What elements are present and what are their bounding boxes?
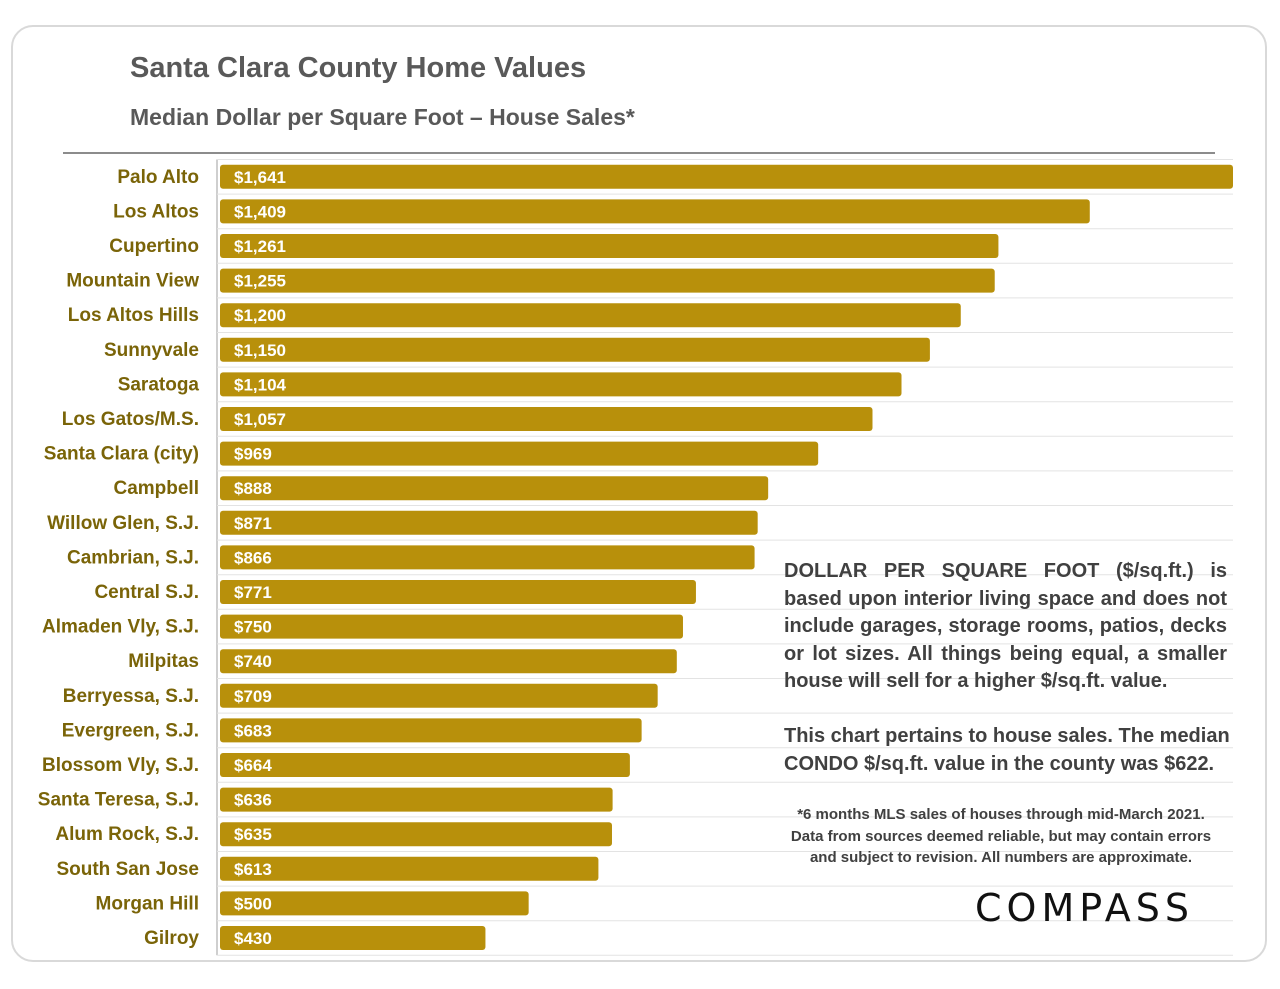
category-label: Sunnyvale (104, 340, 199, 361)
bar (220, 614, 683, 639)
data-label: $969 (234, 445, 272, 464)
bar (220, 234, 999, 258)
bar (220, 822, 612, 847)
data-label: $1,255 (234, 272, 286, 291)
chart-subtitle: Median Dollar per Square Foot – House Sa… (130, 104, 635, 130)
category-label: South San Jose (56, 859, 199, 880)
bar (220, 303, 961, 328)
data-label: $1,641 (234, 168, 286, 187)
bar (220, 407, 873, 431)
labels: $1,641 Palo Alto $1,409 Los Altos $1,261 Cupe… (38, 167, 287, 949)
bar (220, 337, 930, 362)
data-label: $750 (234, 618, 272, 637)
bar (220, 718, 642, 743)
bar (220, 372, 902, 397)
data-label: $1,057 (234, 410, 286, 429)
bar (220, 199, 1090, 224)
category-label: Santa Clara (city) (44, 444, 199, 465)
data-label: $683 (234, 721, 272, 740)
bar (220, 476, 769, 501)
category-label: Central S.J. (94, 582, 199, 603)
category-label: Willow Glen, S.J. (47, 513, 199, 534)
footnote-line: *6 months MLS sales of houses through mi… (797, 806, 1205, 823)
bar (220, 683, 658, 708)
category-label: Gilroy (144, 928, 199, 949)
bar (220, 891, 529, 916)
category-label: Santa Teresa, S.J. (38, 790, 199, 811)
data-label: $740 (234, 652, 272, 671)
bar (220, 856, 599, 881)
bar (220, 580, 696, 604)
compass-logo: COMPASS (975, 886, 1194, 930)
category-label: Saratoga (118, 374, 200, 395)
data-label: $635 (234, 825, 272, 844)
condo-note: This chart pertains to house sales. The … (784, 725, 1230, 775)
data-label: $888 (234, 479, 272, 498)
bar (220, 753, 630, 777)
category-label: Cupertino (109, 236, 199, 257)
data-label: $1,200 (234, 306, 286, 325)
category-label: Palo Alto (117, 167, 199, 188)
gridlines (216, 159, 1233, 956)
data-label: $1,104 (234, 375, 287, 394)
bar (220, 510, 758, 535)
category-label: Campbell (113, 478, 199, 499)
category-label: Milpitas (128, 651, 199, 672)
data-label: $500 (234, 894, 272, 913)
category-label: Morgan Hill (96, 893, 199, 914)
data-label: $430 (234, 929, 272, 948)
data-label: $1,261 (234, 237, 286, 256)
bar (220, 268, 995, 293)
title-divider (63, 152, 1215, 154)
category-label: Berryessa, S.J. (63, 686, 199, 707)
bars (220, 164, 1233, 950)
data-label: $866 (234, 548, 272, 567)
data-label: $871 (234, 514, 272, 533)
footnote-line: and subject to revision. All numbers are… (809, 849, 1193, 866)
category-label: Los Altos (113, 201, 199, 222)
bar (220, 926, 486, 950)
category-label: Almaden Vly, S.J. (42, 617, 199, 638)
definition-note: DOLLAR PER SQUARE FOOT ($/sq.ft.) is bas… (784, 560, 1227, 693)
bar (220, 787, 613, 812)
footnote-line: Data from sources deemed reliable, but m… (790, 827, 1212, 845)
bar (220, 441, 819, 466)
category-label: Alum Rock, S.J. (55, 824, 199, 845)
bar (220, 649, 677, 674)
chart-title: Santa Clara County Home Values (130, 52, 587, 84)
category-label: Blossom Vly, S.J. (42, 755, 199, 776)
bar (220, 545, 755, 570)
category-label: Evergreen, S.J. (62, 720, 199, 741)
category-label: Los Gatos/M.S. (62, 409, 199, 430)
data-label: $771 (234, 583, 272, 602)
category-label: Mountain View (66, 271, 199, 292)
data-label: $1,409 (234, 202, 286, 221)
data-label: $613 (234, 860, 272, 879)
data-label: $636 (234, 791, 272, 810)
category-label: Los Altos Hills (68, 305, 199, 326)
data-label: $664 (234, 756, 272, 775)
data-label: $709 (234, 687, 272, 706)
category-label: Cambrian, S.J. (67, 547, 199, 568)
bar (220, 164, 1233, 189)
data-label: $1,150 (234, 341, 286, 360)
footnote: *6 months MLS sales of houses through mi… (775, 804, 1227, 869)
